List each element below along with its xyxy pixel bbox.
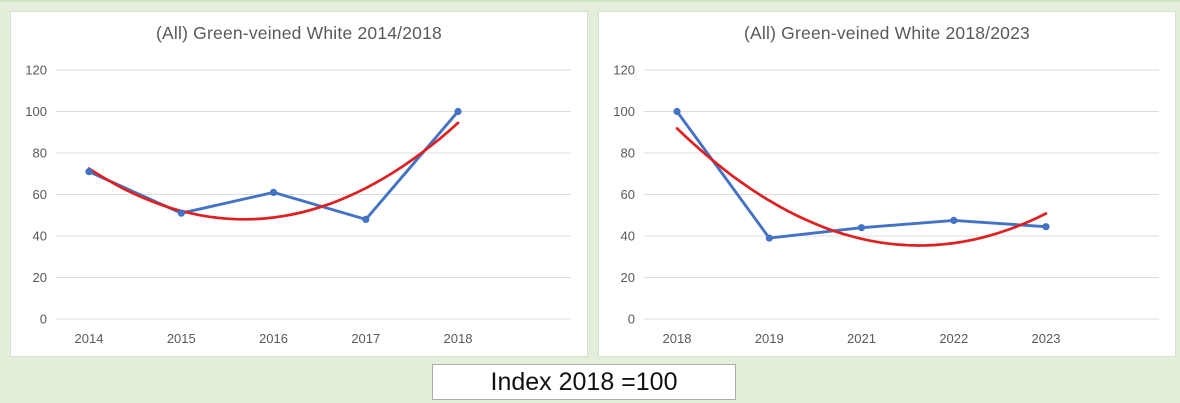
y-axis-tick-label: 80 [621,146,635,161]
plot-area-2018-2023: 0 20 40 60 80 100 120 2018 2019 2021 2022 2023 [613,63,1159,346]
y-axis-tick-label: 80 [33,146,47,161]
y-axis-tick-label: 40 [33,229,47,244]
chart-title: (All) Green-veined White 2014/2018 [156,23,442,43]
y-axis-tick-label: 20 [621,270,635,285]
index-note-box[interactable]: Index 2018 =100 [432,364,736,400]
y-axis-tick-label: 120 [613,63,635,78]
y-axis-tick-label: 100 [25,104,47,119]
y-axis-tick-label: 60 [621,187,635,202]
polynomial-trendline[interactable] [675,127,1048,247]
x-axis-tick-label: 2017 [351,331,380,346]
plot-area-2014-2018: 0 20 40 60 80 100 120 2014 2015 2016 2017 2018 [25,63,571,346]
data-point-marker[interactable] [362,215,370,223]
data-point-marker[interactable] [765,234,773,242]
x-axis-tick-label: 2014 [75,331,104,346]
chart-panel-2018-2023[interactable]: 0 20 40 60 80 100 120 2018 2019 2021 2022 2023 (All… [598,11,1176,357]
chart-title: (All) Green-veined White 2018/2023 [744,23,1030,43]
data-point-marker[interactable] [269,188,278,196]
y-axis-tick-label: 40 [621,229,635,244]
data-point-marker[interactable] [177,209,185,217]
x-axis-tick-label: 2018 [444,331,473,346]
data-point-marker[interactable] [454,107,462,116]
y-axis-tick-label: 100 [613,104,635,119]
x-axis-tick-label: 2016 [259,331,288,346]
chart-panel-2014-2018[interactable]: 0 20 40 60 80 100 120 2014 2015 2016 2017 2018 (All… [10,11,588,357]
x-axis-tick-label: 2022 [939,331,968,346]
index-note-text: Index 2018 =100 [490,367,678,396]
polynomial-trendline[interactable] [87,121,460,221]
y-axis-tick-label: 0 [40,312,47,327]
x-axis-tick-label: 2021 [847,331,876,346]
x-axis-tick-label: 2015 [167,331,196,346]
data-point-marker[interactable] [1042,223,1050,231]
y-axis-tick-label: 60 [33,187,47,202]
x-axis-tick-label: 2019 [755,331,784,346]
data-point-marker[interactable] [950,216,958,224]
x-axis-tick-label: 2023 [1032,331,1061,346]
data-point-marker[interactable] [85,168,93,176]
y-axis-tick-label: 0 [628,312,635,327]
data-point-marker[interactable] [673,107,681,116]
data-point-marker[interactable] [857,224,866,232]
y-axis-tick-label: 120 [25,63,47,78]
x-axis-tick-label: 2018 [663,331,692,346]
y-axis-tick-label: 20 [33,270,47,285]
